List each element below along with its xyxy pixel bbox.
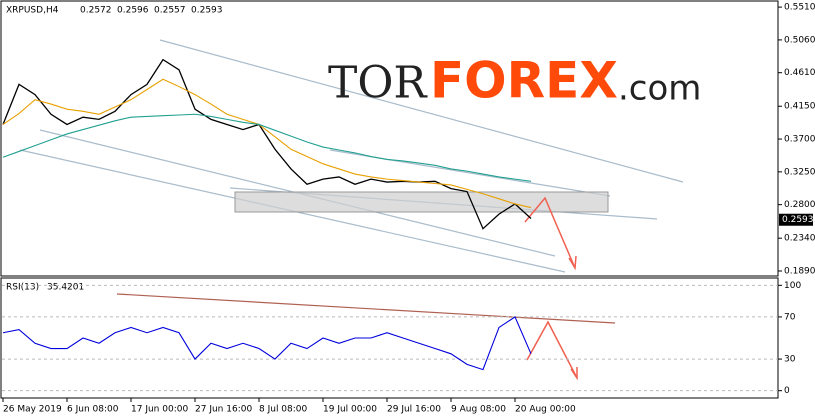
- x-tick-label: 27 Jun 16:00: [195, 405, 252, 415]
- y-tick-label: 0.2340: [784, 234, 815, 244]
- y-tick-label: 0.2800: [784, 200, 815, 210]
- series-line: [2, 78, 532, 209]
- series-line: [2, 58, 532, 230]
- low: 0.2557: [154, 6, 186, 16]
- series-line: [2, 316, 532, 371]
- x-tick-label: 8 Jul 08:00: [259, 405, 308, 415]
- price-tag-label: 0.2593: [782, 215, 814, 225]
- x-tick-label: 6 Jun 08:00: [67, 405, 119, 415]
- y-tick-label: 0.5510: [784, 3, 815, 13]
- open: 0.2572: [80, 6, 112, 16]
- x-tick-label: 17 Jun 00:00: [131, 405, 188, 415]
- y-tick-label: 0.4610: [784, 68, 815, 78]
- y-tick-label: 30: [784, 355, 796, 365]
- y-tick-label: 0: [784, 386, 790, 396]
- x-tick-label: 29 Jul 16:00: [387, 405, 441, 415]
- x-tick-label: 20 Aug 00:00: [515, 405, 576, 415]
- x-tick-label: 9 Aug 08:00: [451, 405, 506, 415]
- price-tag: [779, 213, 813, 226]
- rsi-title: RSI(13): [6, 283, 39, 293]
- y-tick-label: 0.3700: [784, 135, 815, 145]
- rsi-value: 35.4201: [47, 283, 84, 293]
- x-tick-label: 26 May 2019: [3, 405, 62, 415]
- rsi-panel: [0, 277, 779, 399]
- high: 0.2596: [117, 6, 149, 16]
- price-header: XRPUSD,H4 0.2572 0.2596 0.2557 0.2593: [6, 6, 223, 16]
- y-tick-label: 70: [784, 312, 796, 322]
- series-line: [2, 113, 532, 182]
- y-tick-label: 0.1890: [784, 266, 815, 276]
- price-panel: [0, 0, 779, 277]
- y-tick-label: 100: [784, 281, 801, 291]
- annotations: [19, 39, 684, 381]
- logo-com: .com: [618, 69, 701, 109]
- close: 0.2593: [191, 6, 223, 16]
- logo: TOR FOREX .com: [328, 52, 701, 110]
- y-tick-label: 0.3250: [784, 167, 815, 177]
- y-tick-label: 0.5060: [784, 35, 815, 45]
- logo-forex: FOREX: [430, 52, 618, 110]
- y-tick-label: 0.4150: [784, 102, 815, 112]
- x-tick-label: 19 Jul 00:00: [323, 405, 377, 415]
- symbol: XRPUSD,H4: [6, 6, 59, 16]
- logo-tor: TOR: [328, 58, 428, 109]
